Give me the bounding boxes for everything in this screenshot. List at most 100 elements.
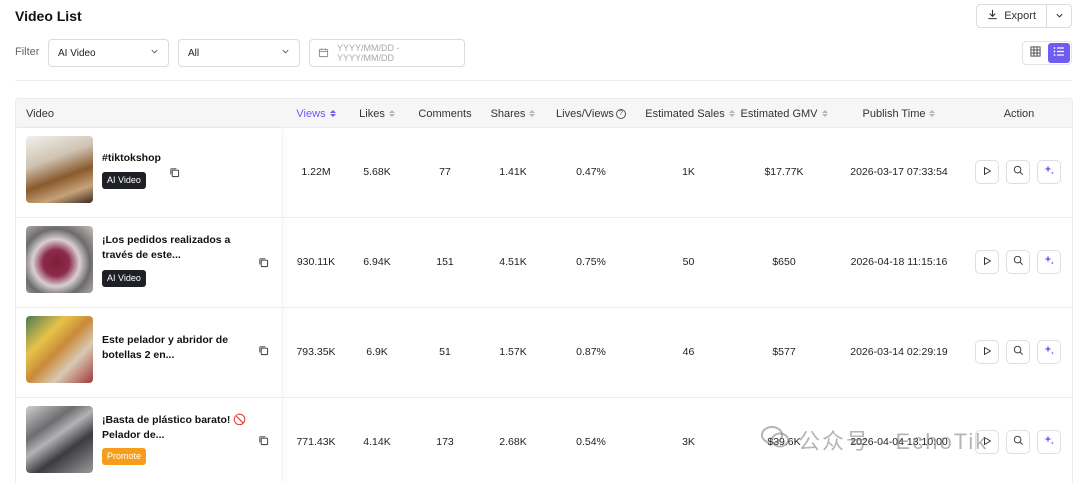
video-title[interactable]: ¡Basta de plástico barato! 🚫 Pelador de.… (102, 414, 247, 441)
help-icon[interactable]: ? (615, 108, 626, 119)
search-button[interactable] (1006, 430, 1030, 454)
sort-icon (929, 110, 936, 117)
col-comments: Comments (418, 107, 472, 120)
search-button[interactable] (1006, 160, 1030, 184)
grid-view-button[interactable] (1024, 43, 1046, 63)
likes-value: 4.14K (363, 436, 391, 448)
publish-time-value: 2026-04-04 13:10:00 (850, 436, 948, 448)
comments-value: 77 (439, 166, 451, 178)
shares-value: 2.68K (499, 436, 527, 448)
video-type-select[interactable]: AI Video (48, 39, 169, 67)
video-type-value: AI Video (58, 47, 96, 59)
category-select[interactable]: All (178, 39, 300, 67)
play-button[interactable] (975, 250, 999, 274)
play-icon (982, 163, 992, 181)
gmv-value: $577 (772, 346, 796, 358)
category-value: All (188, 47, 200, 59)
search-icon (1013, 253, 1024, 271)
copy-icon[interactable] (258, 433, 269, 451)
sort-icon (728, 110, 735, 117)
ai-video-badge: AI Video (102, 270, 146, 287)
views-value: 1.22M (301, 166, 331, 178)
col-lives-views: Lives/Views? (551, 99, 631, 128)
export-label: Export (1004, 10, 1036, 22)
ai-analyze-button[interactable] (1037, 250, 1061, 274)
sort-icon (388, 110, 395, 117)
sales-value: 50 (682, 256, 695, 268)
video-title[interactable]: ¡Los pedidos realizados a través de este… (102, 234, 231, 261)
video-title[interactable]: Este pelador y abridor de botellas 2 en.… (102, 334, 229, 361)
date-range-placeholder: YYYY/MM/DD - YYYY/MM/DD (337, 43, 400, 63)
ai-analyze-button[interactable] (1037, 430, 1061, 454)
table-header: Video Views Likes Comments Shares Lives/… (16, 99, 1072, 128)
search-icon (1013, 433, 1024, 451)
table-row: ¡Los pedidos realizados a través de este… (16, 218, 1072, 308)
comments-value: 173 (436, 436, 454, 448)
table-row: Este pelador y abridor de botellas 2 en.… (16, 308, 1072, 398)
search-button[interactable] (1006, 340, 1030, 364)
sparkle-icon (1043, 253, 1055, 271)
publish-time-value: 2026-04-18 11:15:16 (850, 256, 948, 268)
ai-analyze-button[interactable] (1037, 340, 1061, 364)
sales-value: 46 (682, 346, 695, 358)
shares-value: 1.41K (499, 166, 527, 178)
col-likes[interactable]: Likes (346, 99, 408, 128)
page-title: Video List (15, 8, 82, 24)
grid-icon (1029, 44, 1041, 62)
gmv-value: $650 (772, 256, 796, 268)
play-icon (982, 343, 992, 361)
lives-views-value: 0.54% (576, 436, 606, 448)
video-thumbnail[interactable] (26, 136, 93, 203)
copy-icon[interactable] (169, 165, 180, 183)
lives-views-value: 0.47% (576, 166, 606, 178)
play-button[interactable] (975, 430, 999, 454)
play-icon (982, 253, 992, 271)
col-estimated-gmv[interactable]: Estimated GMV (738, 99, 830, 128)
likes-value: 6.94K (363, 256, 391, 268)
views-value: 930.11K (296, 256, 336, 268)
sales-value: 3K (682, 436, 695, 448)
sparkle-icon (1043, 433, 1055, 451)
promote-badge: Promote (102, 448, 147, 465)
chevron-down-icon (281, 47, 290, 59)
search-icon (1013, 343, 1024, 361)
ai-analyze-button[interactable] (1037, 160, 1061, 184)
sort-icon (329, 110, 336, 117)
comments-value: 51 (439, 346, 451, 358)
col-shares[interactable]: Shares (482, 99, 544, 128)
date-range-input[interactable]: YYYY/MM/DD - YYYY/MM/DD (309, 39, 465, 67)
sort-icon (821, 110, 828, 117)
lives-views-value: 0.75% (576, 256, 606, 268)
col-views[interactable]: Views (281, 99, 351, 128)
video-title[interactable]: #tiktokshop (102, 152, 161, 164)
likes-value: 5.68K (363, 166, 391, 178)
gmv-value: $39.6K (767, 436, 801, 448)
copy-icon[interactable] (258, 255, 269, 273)
play-button[interactable] (975, 160, 999, 184)
export-button[interactable]: Export (977, 5, 1047, 27)
likes-value: 6.9K (366, 346, 388, 358)
table-row: ¡Basta de plástico barato! 🚫 Pelador de.… (16, 398, 1072, 483)
publish-time-value: 2026-03-14 02:29:19 (850, 346, 948, 358)
views-value: 793.35K (296, 346, 336, 358)
filter-label: Filter (15, 46, 40, 58)
list-view-button[interactable] (1048, 43, 1070, 63)
export-menu-toggle[interactable] (1047, 5, 1071, 27)
divider (15, 80, 1072, 81)
list-icon (1053, 44, 1065, 62)
shares-value: 4.51K (499, 256, 527, 268)
video-thumbnail[interactable] (26, 226, 93, 293)
comments-value: 151 (436, 256, 454, 268)
col-estimated-sales[interactable]: Estimated Sales (641, 99, 739, 128)
sparkle-icon (1043, 163, 1055, 181)
export-control: Export (976, 4, 1072, 28)
col-action: Action (1003, 107, 1035, 120)
video-thumbnail[interactable] (26, 406, 93, 473)
video-thumbnail[interactable] (26, 316, 93, 383)
col-publish-time[interactable]: Publish Time (851, 99, 947, 128)
play-button[interactable] (975, 340, 999, 364)
copy-icon[interactable] (258, 343, 269, 361)
search-icon (1013, 163, 1024, 181)
publish-time-value: 2026-03-17 07:33:54 (850, 166, 948, 178)
search-button[interactable] (1006, 250, 1030, 274)
